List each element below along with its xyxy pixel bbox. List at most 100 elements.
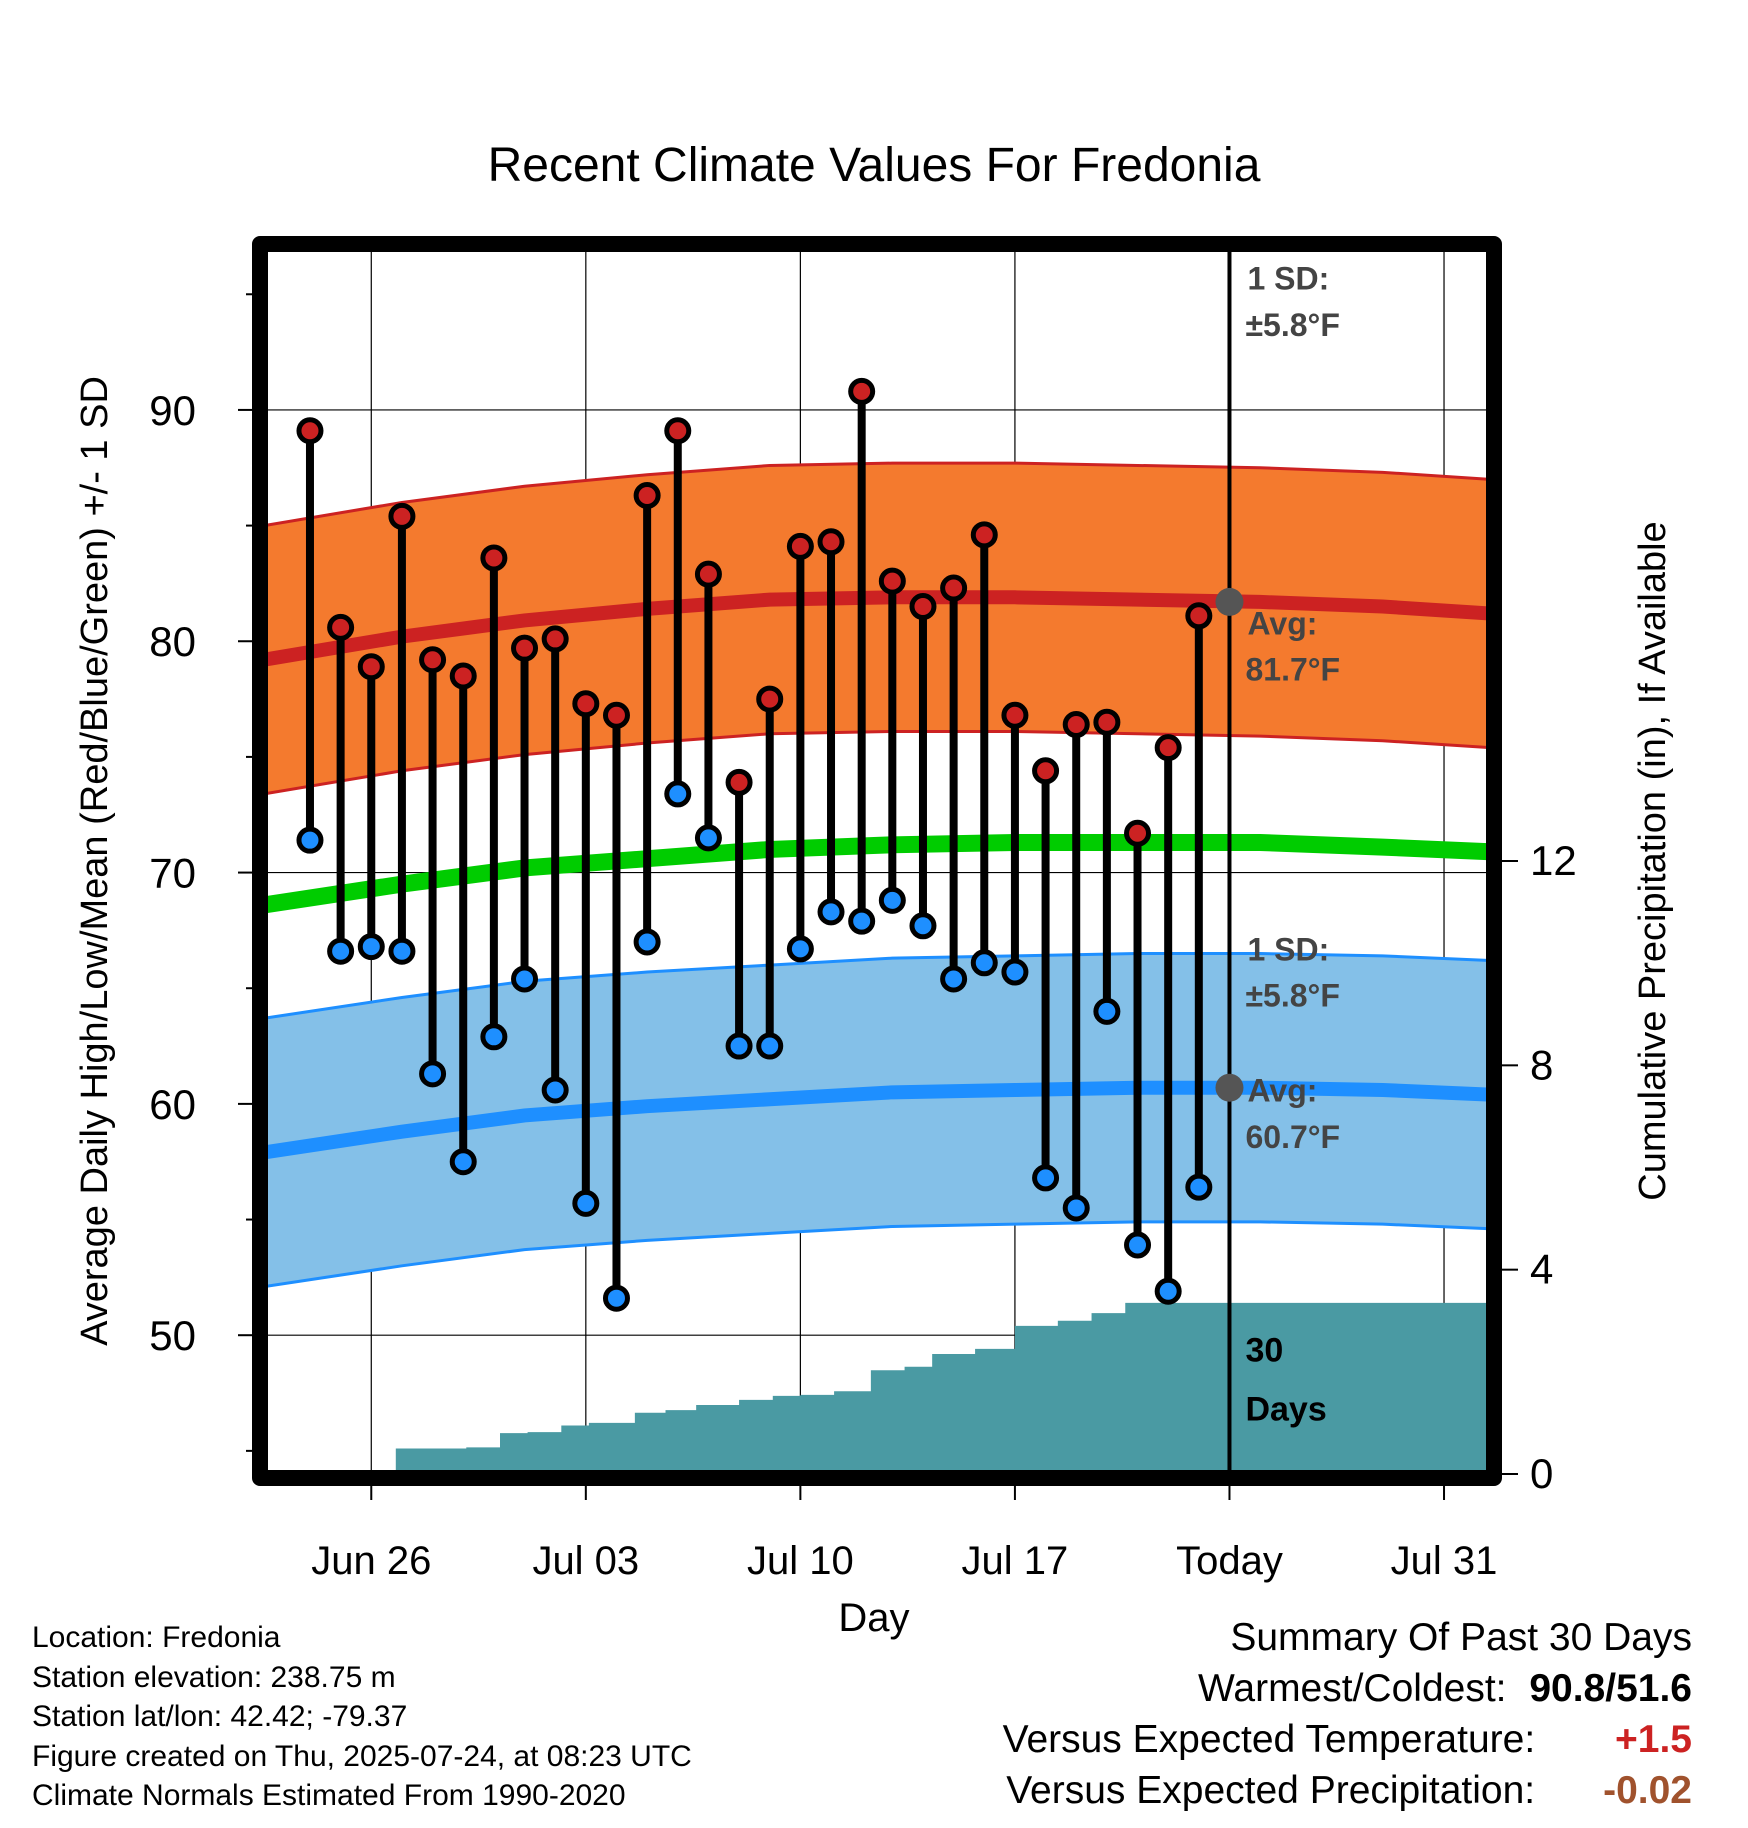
high-sd-upper-line [264,461,1490,528]
y-tick-label-1: 60 [149,1081,196,1128]
chart-title: Recent Climate Values For Fredonia [488,139,1261,192]
daily-low-point-22 [940,965,968,993]
daily-high-point-30 [1185,602,1213,630]
daily-low-point-17 [786,935,814,963]
daily-low-point-1 [296,826,324,854]
daily-high-point-12 [633,482,661,510]
daily-high-point-13 [664,417,692,445]
daily-high-point-15 [725,768,753,796]
x-tick-label-1: Jul 03 [532,1539,639,1583]
daily-low-point-19 [848,907,876,935]
summary-warmest-value: 90.8 [1529,1667,1606,1710]
summary-slash: / [1605,1667,1617,1710]
summary-precip-row: Versus Expected Precipitation: -0.02 [1003,1765,1692,1816]
daily-low-point-28 [1124,1231,1152,1259]
location-text: Location: Fredonia [32,1621,281,1654]
low-sd-label: 1 SD: [1247,931,1329,967]
daily-low-point-15 [725,1032,753,1060]
plot-frame [252,236,1502,1486]
daily-high-point-29 [1154,734,1182,762]
y-tick-label-2: 70 [149,850,196,897]
daily-low-point-7 [480,1023,508,1051]
daily-low-point-4 [388,937,416,965]
daily-low-point-12 [633,928,661,956]
elevation-text: Station elevation: 238.75 m [32,1660,396,1694]
daily-high-point-21 [909,593,937,621]
daily-low-point-14 [694,824,722,852]
latlon-text: Station lat/lon: 42.42; -79.37 [32,1700,408,1733]
daily-low-point-21 [909,912,937,940]
y2-tick-label-0: 0 [1530,1450,1553,1497]
y2-tick-label-1: 4 [1530,1246,1553,1293]
x-tick-label-0: Jun 26 [311,1539,431,1583]
daily-high-point-24 [1001,701,1029,729]
summary-precip-value: -0.02 [1603,1769,1692,1812]
daily-high-point-22 [940,574,968,602]
y2-axis-label: Cumulative Precipitation (in), If Availa… [1632,521,1674,1200]
daily-low-point-24 [1001,958,1029,986]
y-tick-label-4: 90 [149,387,196,434]
summary-coldest-value: 51.6 [1616,1667,1692,1710]
low-sd-value: ±5.8°F [1245,978,1339,1014]
days-count-word: Days [1245,1390,1326,1428]
high-avg-label: Avg: [1247,605,1317,641]
daily-low-point-8 [511,965,539,993]
low-sd-band [264,953,1490,1287]
summary-warmest-label: Warmest/Coldest: [1198,1667,1507,1710]
daily-high-point-6 [449,662,477,690]
summary-precip-label: Versus Expected Precipitation: [1006,1769,1536,1812]
today-high-avg-marker [1215,587,1244,616]
daily-high-point-4 [388,502,416,530]
summary-warmest-row: Warmest/Coldest: 90.8/51.6 [1003,1663,1692,1714]
daily-high-point-5 [419,646,447,674]
x-tick-label-5: Jul 31 [1391,1539,1498,1583]
daily-high-point-9 [541,625,569,653]
daily-low-point-3 [357,933,385,961]
daily-low-point-23 [970,949,998,977]
summary-temp-value: +1.5 [1615,1718,1692,1761]
y-axis-label: Average Daily High/Low/Mean (Red/Blue/Gr… [74,376,116,1346]
daily-high-point-14 [694,560,722,588]
daily-low-point-6 [449,1148,477,1176]
mean-average-line [264,833,1490,914]
daily-low-point-20 [878,886,906,914]
daily-high-point-27 [1093,708,1121,736]
daily-low-point-9 [541,1076,569,1104]
y2-tick-label-2: 8 [1530,1041,1553,1088]
daily-high-point-23 [970,521,998,549]
daily-low-point-10 [572,1189,600,1217]
normals-text: Climate Normals Estimated From 1990-2020 [32,1779,626,1812]
low-sd-lower-line [264,1220,1490,1289]
daily-high-point-11 [602,701,630,729]
created-text: Figure created on Thu, 2025-07-24, at 08… [32,1739,692,1773]
daily-low-point-16 [756,1032,784,1060]
summary-title: Summary Of Past 30 Days [1230,1616,1692,1659]
summary-temp-label: Versus Expected Temperature: [1002,1718,1536,1761]
daily-high-point-8 [511,634,539,662]
high-sd-band [264,463,1490,794]
daily-high-point-18 [817,528,845,556]
x-axis-label: Day [838,1596,909,1640]
x-tick-label-3: Jul 17 [962,1539,1069,1583]
daily-low-point-11 [602,1284,630,1312]
daily-low-point-26 [1062,1194,1090,1222]
daily-low-point-13 [664,780,692,808]
daily-high-point-17 [786,532,814,560]
summary-temp-row: Versus Expected Temperature: +1.5 [1003,1714,1692,1765]
daily-high-point-25 [1032,757,1060,785]
high-avg-value: 81.7°F [1245,652,1340,688]
low-avg-label: Avg: [1247,1073,1317,1109]
low-sd-upper-line [264,952,1490,1020]
daily-high-point-28 [1124,819,1152,847]
low-avg-value: 60.7°F [1245,1119,1340,1155]
daily-high-point-16 [756,685,784,713]
daily-low-point-27 [1093,997,1121,1025]
today-low-avg-marker [1215,1073,1244,1102]
daily-high-point-2 [327,613,355,641]
high-sd-value: ±5.8°F [1245,307,1339,343]
daily-low-point-2 [327,937,355,965]
daily-high-point-10 [572,690,600,718]
precipitation-area [359,1302,1490,1474]
y-tick-label-0: 50 [149,1312,196,1359]
